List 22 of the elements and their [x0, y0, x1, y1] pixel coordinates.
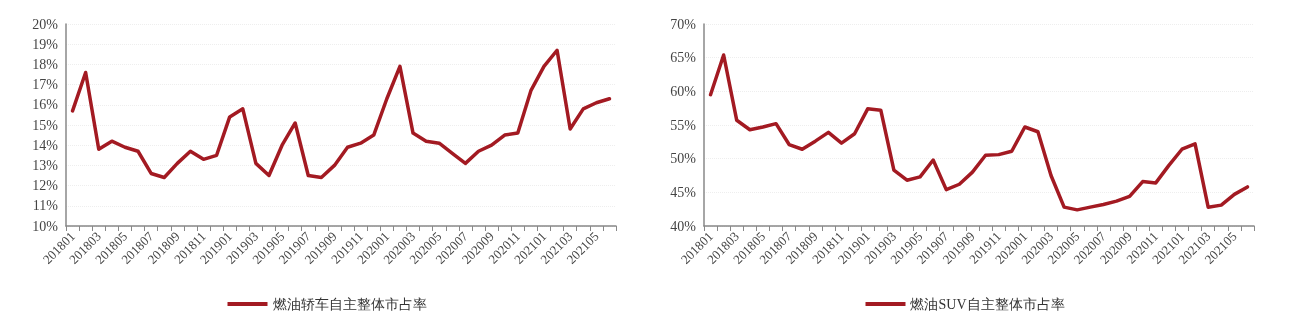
- y-tick-label: 18%: [32, 56, 59, 72]
- y-tick-label: 17%: [32, 77, 59, 93]
- line-series: [70, 48, 612, 180]
- y-tick-label: 20%: [32, 16, 59, 32]
- y-tick-label: 13%: [32, 157, 59, 173]
- legend-label: 燃油轿车自主整体市占率: [272, 296, 427, 312]
- y-tick-label: 16%: [32, 97, 59, 113]
- y-tick-label: 40%: [670, 218, 697, 234]
- line-series: [708, 53, 1250, 212]
- y-tick-label: 10%: [32, 218, 59, 234]
- y-tick-label: 65%: [670, 50, 697, 66]
- y-tick-label: 11%: [32, 198, 59, 214]
- y-tick-label: 70%: [670, 16, 697, 32]
- y-tick-label: 12%: [32, 178, 59, 194]
- y-tick-label: 15%: [32, 117, 59, 133]
- y-tick-label: 50%: [670, 151, 697, 167]
- y-tick-label: 55%: [670, 117, 697, 133]
- legend-label: 燃油SUV自主整体市占率: [910, 296, 1065, 312]
- y-tick-label: 60%: [670, 83, 697, 99]
- y-tick-label: 14%: [32, 137, 59, 153]
- y-tick-label: 19%: [32, 36, 59, 52]
- y-tick-label: 45%: [670, 184, 697, 200]
